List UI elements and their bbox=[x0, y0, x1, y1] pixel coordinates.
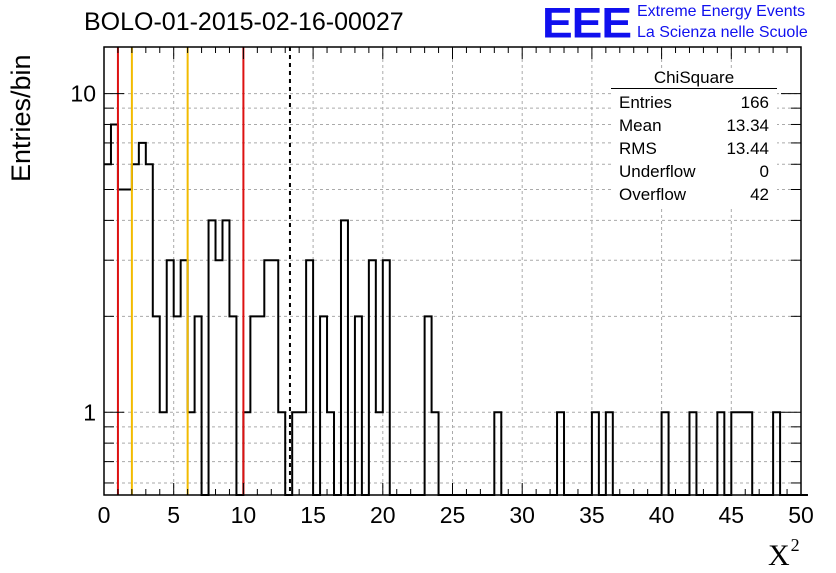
histogram-bin bbox=[383, 260, 390, 495]
y-axis-label: Entries/bin bbox=[6, 54, 36, 182]
histogram-bin bbox=[773, 412, 780, 495]
x-tick-label: 35 bbox=[579, 502, 605, 528]
stats-value: 13.44 bbox=[726, 139, 769, 158]
x-tick-label: 30 bbox=[509, 502, 535, 528]
x-tick-label: 45 bbox=[719, 502, 745, 528]
x-tick-label: 25 bbox=[440, 502, 466, 528]
stats-box-title: ChiSquare bbox=[611, 68, 777, 89]
histogram-bin bbox=[118, 190, 125, 495]
histogram-bin bbox=[250, 316, 257, 495]
stats-label: Overflow bbox=[619, 185, 687, 204]
x-tick-label: 0 bbox=[98, 502, 111, 528]
stats-row-entries: Entries 166 bbox=[611, 91, 777, 114]
histogram-bin bbox=[209, 220, 216, 495]
histogram-bin bbox=[299, 412, 306, 495]
stats-value: 13.34 bbox=[726, 116, 769, 135]
x-tick-label: 5 bbox=[167, 502, 180, 528]
histogram-bin bbox=[606, 412, 613, 495]
histogram-bin bbox=[257, 316, 264, 495]
histogram-bin bbox=[731, 412, 738, 495]
y-tick-label: 10 bbox=[70, 81, 96, 107]
stats-value: 0 bbox=[759, 162, 769, 181]
histogram-bin bbox=[278, 412, 285, 495]
histogram-bin bbox=[271, 260, 278, 495]
histogram-bin bbox=[111, 124, 118, 495]
histogram-bin bbox=[494, 412, 501, 495]
histogram-bin bbox=[320, 316, 327, 495]
histogram-bin bbox=[306, 260, 313, 495]
stats-label: RMS bbox=[619, 139, 657, 158]
histogram-bin bbox=[216, 260, 223, 495]
x-tick-label: 20 bbox=[370, 502, 396, 528]
stats-box: ChiSquare Entries 166 Mean 13.34 RMS 13.… bbox=[611, 68, 777, 206]
x-tick-label: 10 bbox=[231, 502, 257, 528]
histogram-bin bbox=[592, 412, 599, 495]
histogram-bin bbox=[139, 143, 146, 495]
histogram-bin bbox=[188, 412, 195, 495]
histogram-bin bbox=[195, 316, 202, 495]
y-tick-label: 1 bbox=[83, 399, 96, 425]
histogram-bin bbox=[181, 260, 188, 495]
stats-row-rms: RMS 13.44 bbox=[611, 137, 777, 160]
histogram-bin bbox=[689, 412, 696, 495]
histogram-bin bbox=[292, 412, 299, 495]
stats-label: Entries bbox=[619, 93, 672, 112]
chart-title: BOLO-01-2015-02-16-00027 bbox=[84, 8, 404, 36]
stats-row-mean: Mean 13.34 bbox=[611, 114, 777, 137]
stats-row-overflow: Overflow 42 bbox=[611, 183, 777, 206]
histogram-bin bbox=[146, 164, 153, 495]
histogram-bin bbox=[222, 220, 229, 495]
histogram-bin bbox=[327, 412, 334, 495]
histogram-bin bbox=[662, 412, 669, 495]
x-tick-label: 15 bbox=[300, 502, 326, 528]
histogram-bin bbox=[738, 412, 745, 495]
stats-row-underflow: Underflow 0 bbox=[611, 160, 777, 183]
histogram-bin bbox=[376, 412, 383, 495]
x-axis-label-superscript: 2 bbox=[790, 535, 800, 555]
stats-label: Mean bbox=[619, 116, 662, 135]
histogram-bin bbox=[264, 260, 271, 495]
histogram-bin bbox=[174, 316, 181, 495]
x-axis-label: X2 bbox=[768, 535, 800, 573]
histogram-bin bbox=[355, 316, 362, 495]
x-axis-label-symbol: X bbox=[768, 539, 790, 572]
histogram-bin bbox=[557, 412, 564, 495]
histogram-bin bbox=[160, 412, 167, 495]
stats-value: 166 bbox=[740, 93, 769, 112]
histogram-bin bbox=[229, 316, 236, 495]
logo-subtitle-line2: La Scienza nelle Scuole bbox=[637, 24, 808, 41]
x-tick-label: 50 bbox=[788, 502, 814, 528]
histogram-bin bbox=[167, 260, 174, 495]
histogram-bin bbox=[432, 412, 439, 495]
histogram-bin bbox=[243, 412, 250, 495]
histogram-bin bbox=[425, 316, 432, 495]
stats-label: Underflow bbox=[619, 162, 696, 181]
x-tick-label: 40 bbox=[649, 502, 675, 528]
histogram-bin bbox=[125, 190, 132, 495]
histogram-bin bbox=[745, 412, 752, 495]
logo-subtitle-line1: Extreme Energy Events bbox=[637, 3, 806, 20]
stats-value: 42 bbox=[750, 185, 769, 204]
eee-logo-mark: EEE bbox=[542, 0, 632, 47]
histogram-bin bbox=[341, 220, 348, 495]
histogram-bin bbox=[153, 316, 160, 495]
histogram-bin bbox=[717, 412, 724, 495]
histogram-bin bbox=[369, 260, 376, 495]
histogram-bin bbox=[132, 164, 139, 495]
histogram-bin bbox=[104, 164, 111, 495]
